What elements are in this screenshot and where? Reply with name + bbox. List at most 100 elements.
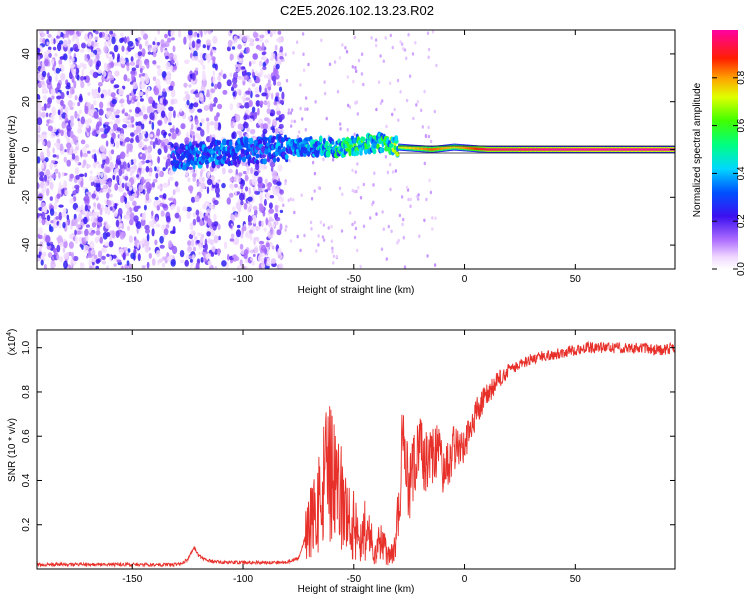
heat-cell [102, 157, 106, 166]
snr-xtick-label: -100 [233, 574, 253, 585]
heat-cell [162, 193, 167, 199]
heat-cell [37, 110, 42, 119]
heat-cell [251, 106, 256, 113]
heat-cell [130, 56, 134, 62]
heat-cell [259, 100, 264, 106]
heat-cell [168, 133, 172, 137]
heat-cell [164, 49, 168, 54]
heat-cell [126, 143, 130, 152]
heat-cell [584, 148, 586, 151]
heat-cell [157, 109, 160, 113]
heat-cell [255, 226, 259, 232]
heat-cell [159, 171, 163, 177]
heat-cell [134, 113, 141, 118]
heat-cell [479, 147, 481, 151]
heat-cell [71, 88, 75, 94]
snr-ytick-label: 0.2 [21, 517, 32, 531]
heat-cell [267, 100, 271, 109]
heat-cell [141, 48, 146, 56]
heat-cell [626, 148, 629, 151]
heat-cell [457, 146, 460, 149]
heat-cell [212, 63, 217, 69]
heat-cell [229, 53, 234, 61]
heat-cell [282, 203, 285, 208]
heat-cell [195, 67, 199, 71]
heat-cell [65, 113, 68, 120]
snr-ytick-label: 0.6 [21, 429, 32, 443]
heat-cell [232, 77, 238, 85]
heat-cell [166, 215, 171, 223]
heat-cell [431, 148, 433, 151]
snr-multiplier: (x104) [6, 329, 18, 356]
heat-cell [497, 148, 500, 151]
heat-cell [270, 51, 274, 60]
heat-cell [154, 196, 159, 201]
heat-cell [56, 82, 61, 90]
heat-cell [217, 103, 223, 110]
heat-cell [251, 83, 256, 87]
heat-cell [70, 259, 73, 267]
heat-cell [68, 251, 72, 257]
heat-cell [113, 44, 119, 53]
heat-cell [606, 148, 609, 151]
heat-cell [325, 116, 328, 121]
snr-xlabel: Height of straight line (km) [298, 584, 415, 595]
heat-cell [406, 146, 408, 149]
heat-cell [187, 116, 192, 121]
heat-cell [108, 240, 114, 248]
heat-cell [267, 118, 271, 125]
heat-cell [646, 148, 649, 151]
heat-cell [37, 128, 40, 132]
heat-cell [98, 108, 104, 116]
heat-cell [81, 42, 86, 49]
heat-cell [37, 156, 41, 164]
heat-cell [92, 30, 96, 33]
heat-cell [221, 260, 227, 267]
heat-cell [145, 75, 150, 85]
heat-cell [87, 211, 93, 217]
heat-cell [262, 128, 268, 134]
figure-title: C2E5.2026.102.13.23.R02 [280, 3, 434, 18]
heat-cell [67, 99, 73, 108]
heat-cell [331, 140, 335, 145]
heat-cell [264, 86, 268, 95]
heat-cell [311, 160, 315, 165]
heat-cell [137, 133, 144, 141]
heat-cell [237, 44, 242, 50]
heat-cell [261, 154, 266, 159]
heat-cell [170, 143, 174, 148]
heat-cell [146, 178, 151, 182]
heat-cell [195, 43, 199, 51]
heat-cell [235, 114, 241, 122]
heat-cell [353, 132, 356, 137]
heat-cell [414, 40, 417, 45]
heat-cell [80, 116, 86, 125]
heat-cell [58, 211, 63, 221]
heat-cell [94, 36, 99, 41]
heat-cell [105, 224, 111, 230]
heat-cell [56, 253, 60, 261]
heat-cell [298, 130, 301, 134]
heat-cell [389, 162, 392, 167]
heat-cell [476, 147, 479, 150]
heat-cell [117, 207, 123, 217]
heat-cell [279, 223, 283, 231]
heat-cell [90, 181, 94, 186]
heat-cell [64, 106, 69, 114]
heat-cell [491, 148, 493, 151]
heat-cell [238, 175, 241, 183]
heat-cell [270, 226, 274, 236]
heat-cell [181, 165, 187, 171]
heat-cell [81, 69, 85, 77]
heat-cell [152, 141, 156, 149]
heat-cell [111, 98, 118, 105]
heat-cell [263, 100, 268, 106]
heat-cell [77, 118, 80, 122]
heat-cell [236, 101, 240, 109]
heat-cell [161, 43, 167, 48]
heat-cell [299, 83, 302, 87]
heat-cell [265, 217, 269, 226]
heat-cell [130, 116, 135, 123]
heat-cell [407, 32, 410, 37]
heat-cell [97, 224, 100, 229]
